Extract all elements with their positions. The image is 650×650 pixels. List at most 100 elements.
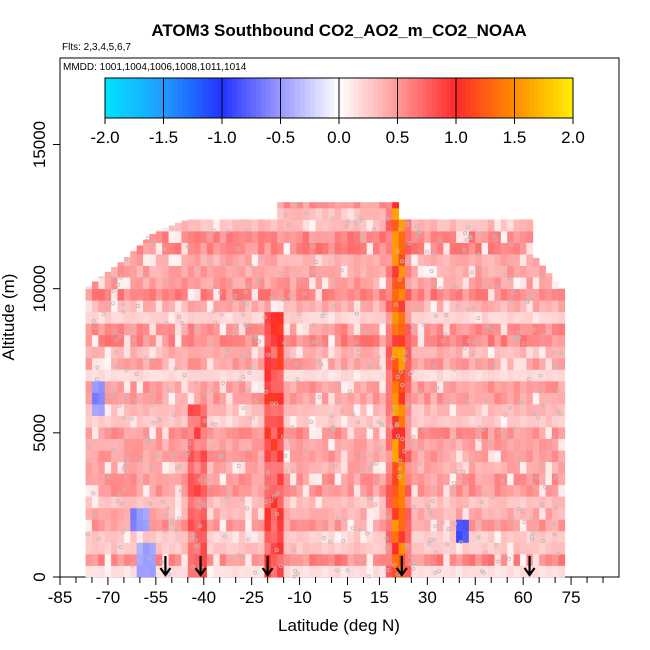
heatmap-cell <box>321 357 329 370</box>
heatmap-cell <box>219 357 227 370</box>
heatmap-cell <box>91 369 99 382</box>
sample-point <box>417 461 422 466</box>
heatmap-cell <box>111 553 118 566</box>
sample-point <box>482 492 487 497</box>
heatmap-cell <box>149 565 157 578</box>
heatmap-cell <box>136 507 144 520</box>
sample-point <box>405 222 410 227</box>
heatmap-cell <box>539 553 546 566</box>
heatmap-cell <box>200 346 208 359</box>
colorbar-segment <box>148 78 155 118</box>
sample-point <box>292 547 297 552</box>
heatmap-cell <box>232 542 240 555</box>
colorbar-segment <box>256 78 262 118</box>
sample-point <box>538 389 543 394</box>
heatmap-cell <box>168 450 176 463</box>
heatmap-cell <box>462 404 470 416</box>
heatmap-cell <box>404 473 412 486</box>
sample-point <box>398 369 403 374</box>
heatmap-cell <box>296 507 304 520</box>
heatmap-cell <box>238 311 246 324</box>
heatmap-cell <box>558 392 566 405</box>
heatmap-cell <box>513 334 521 347</box>
heatmap-cell <box>334 415 342 428</box>
heatmap-cell <box>404 300 412 313</box>
heatmap-cell <box>558 404 566 416</box>
chart-subtitle-dates: MMDD: 1001,1004,1006,1008,1011,1014 <box>63 62 247 73</box>
heatmap-cell <box>130 404 138 416</box>
heatmap-cell <box>98 496 106 509</box>
heatmap-cell <box>296 202 304 209</box>
heatmap-cell <box>558 415 566 428</box>
heatmap-cell <box>539 461 546 474</box>
heatmap-cell <box>219 277 227 290</box>
heatmap-cell <box>321 369 329 382</box>
heatmap-cell <box>238 219 246 232</box>
heatmap-cell <box>443 553 451 566</box>
heatmap-cell <box>545 461 553 474</box>
sample-point <box>85 532 90 537</box>
heatmap-cell <box>143 415 150 428</box>
heatmap-cell <box>500 404 508 416</box>
heatmap-cell <box>481 311 489 324</box>
colorbar-segment <box>373 78 379 118</box>
sample-point <box>217 402 222 407</box>
heatmap-cell <box>213 438 221 451</box>
colorbar-segment <box>363 78 369 118</box>
heatmap-cell <box>91 496 99 509</box>
heatmap-cell <box>296 300 304 313</box>
colorbar-segment <box>534 78 540 118</box>
heatmap-cell <box>130 392 138 405</box>
heatmap-cell <box>85 357 93 370</box>
heatmap-cell <box>226 415 233 428</box>
heatmap-cell <box>251 380 259 393</box>
heatmap-cell <box>328 207 336 220</box>
colorbar-segment <box>105 78 111 118</box>
heatmap-cell <box>456 357 463 370</box>
sample-point <box>393 302 398 307</box>
heatmap-cell <box>462 380 470 393</box>
heatmap-cell <box>155 507 163 520</box>
heatmap-cell <box>174 530 182 543</box>
heatmap-cell <box>149 461 157 474</box>
heatmap-cell <box>539 473 546 486</box>
heatmap-cell <box>251 427 259 439</box>
heatmap-cell <box>436 265 444 278</box>
heatmap-cell <box>143 450 150 463</box>
heatmap-cell <box>519 380 527 393</box>
heatmap-cell <box>424 553 431 566</box>
heatmap-cell <box>315 288 323 301</box>
sample-point <box>476 359 481 364</box>
heatmap-cell <box>379 311 387 324</box>
heatmap-cell <box>513 450 521 463</box>
sample-point <box>287 438 292 443</box>
heatmap-cell <box>513 300 521 313</box>
heatmap-cell <box>85 519 93 532</box>
heatmap-cell <box>232 242 240 255</box>
heatmap-cell <box>289 392 297 405</box>
heatmap-cell <box>258 357 265 370</box>
heatmap-cell <box>258 450 265 463</box>
sample-point <box>517 330 522 335</box>
sample-point <box>395 249 400 254</box>
sample-point <box>210 388 215 393</box>
heatmap-cell <box>436 231 444 243</box>
heatmap-cell <box>136 334 144 347</box>
colorbar-segment <box>280 78 286 118</box>
heatmap-cell <box>443 300 451 313</box>
heatmap-cell <box>194 496 201 509</box>
sample-point <box>399 259 404 264</box>
heatmap-cell <box>353 438 361 451</box>
heatmap-cell <box>251 496 259 509</box>
colorbar-segment <box>499 78 506 118</box>
heatmap-cell <box>353 334 361 347</box>
heatmap-cell <box>494 415 502 428</box>
heatmap-cell <box>238 450 246 463</box>
sample-point <box>180 321 185 326</box>
heatmap-cell <box>488 392 495 405</box>
sample-point <box>223 495 228 500</box>
sample-point <box>428 538 433 543</box>
sample-point <box>253 570 258 575</box>
sample-point <box>367 364 372 369</box>
heatmap-cell <box>296 323 304 336</box>
